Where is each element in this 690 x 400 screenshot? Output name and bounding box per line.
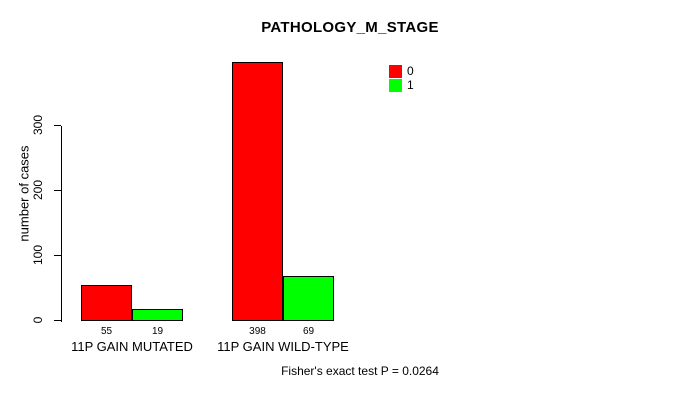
legend-entry: 0	[389, 64, 414, 78]
legend-label: 0	[407, 63, 414, 78]
chart-title: PATHOLOGY_M_STAGE	[261, 19, 439, 36]
bar-count-label: 55	[100, 326, 113, 337]
legend-swatch-icon	[389, 64, 402, 78]
bar-11p-gain-wild-type-series-0	[232, 62, 283, 321]
y-axis-tick-label: 200	[31, 179, 45, 201]
annotation-text: Fisher's exact test P = 0.0264	[281, 364, 439, 378]
bar-count-label: 398	[249, 326, 266, 337]
y-axis-line	[61, 126, 62, 322]
bar-count-label: 69	[302, 326, 315, 337]
category-label: 11P GAIN MUTATED	[71, 339, 193, 354]
y-axis-label: number of cases	[16, 145, 32, 242]
category-label: 11P GAIN WILD-TYPE	[217, 339, 349, 354]
legend-label: 1	[407, 77, 414, 92]
bar-11p-gain-wild-type-series-1	[283, 276, 334, 321]
legend-swatch-icon	[389, 78, 402, 92]
y-axis-tick-label: 300	[31, 114, 45, 136]
y-axis-tick-label: 100	[31, 244, 45, 266]
y-axis-tick-mark	[54, 255, 61, 256]
y-axis-tick-mark	[54, 190, 61, 191]
bar-count-label: 19	[151, 326, 164, 337]
legend-entry: 1	[389, 78, 414, 92]
y-axis-tick-mark	[54, 125, 61, 126]
bar-11p-gain-mutated-series-0	[81, 285, 132, 321]
bar-11p-gain-mutated-series-1	[132, 309, 183, 321]
y-axis-tick-mark	[54, 320, 61, 321]
